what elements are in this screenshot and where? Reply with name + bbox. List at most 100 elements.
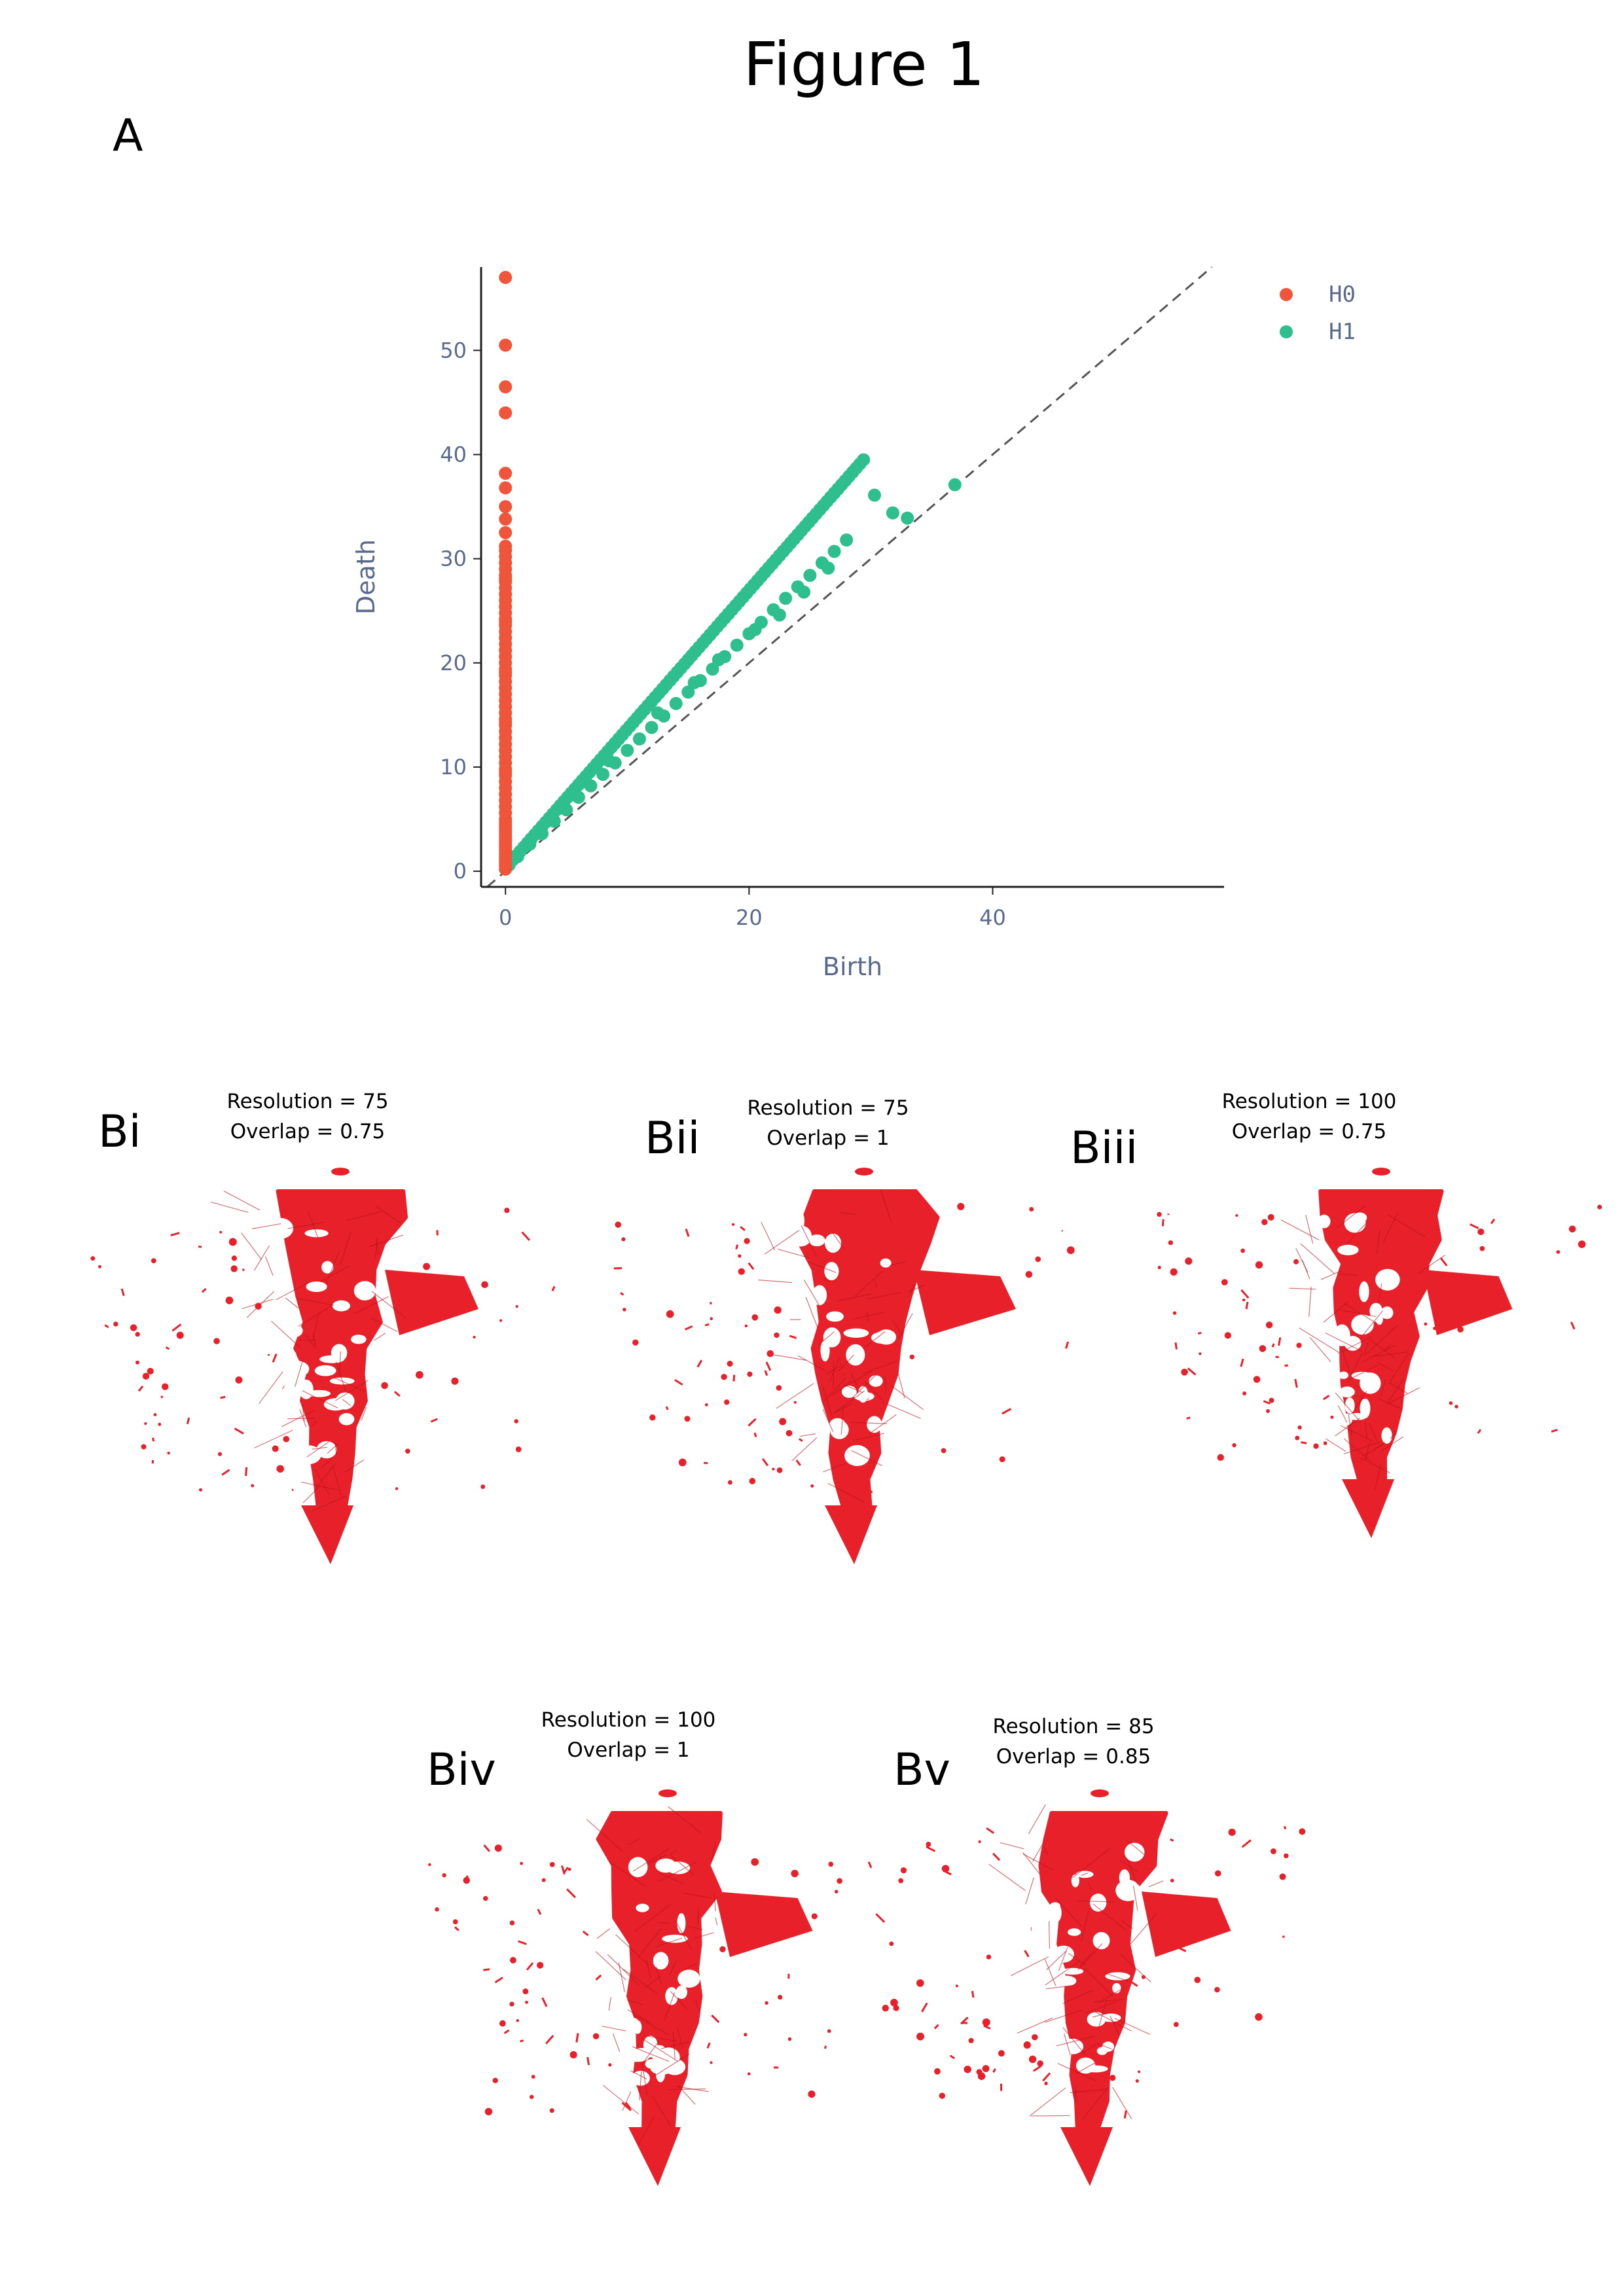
mapper-bottom-tip (1060, 2127, 1113, 2186)
mapper-edge (335, 1380, 369, 1401)
mapper-edge (695, 2000, 700, 2012)
mapper-edge (805, 1297, 818, 1329)
mapper-small-edge (696, 1359, 703, 1368)
mapper-small-node (724, 1399, 730, 1405)
mapper-edge (276, 1281, 310, 1300)
mapper-edge (285, 1297, 299, 1309)
mapper-edge (586, 1819, 623, 1852)
mapper-edge (1337, 1273, 1358, 1276)
data-point-h0 (499, 467, 513, 480)
mapper-edge (1114, 2017, 1151, 2036)
mapper-small-edge (430, 1418, 438, 1423)
mapper-hole (655, 1858, 677, 1873)
mapper-small-node (1242, 1299, 1246, 1302)
mapper-edge (1110, 2015, 1120, 2036)
mapper-hole (338, 1412, 355, 1426)
data-point-h1 (779, 592, 793, 605)
mapper-hole (636, 1903, 649, 1912)
diagonal-reference-line (486, 266, 1213, 888)
mapper-small-node (1267, 1213, 1274, 1221)
mapper-small-node (1330, 1415, 1334, 1419)
mapper-edge (1092, 1903, 1127, 1931)
panel-bv-mapper-graph (867, 1789, 1306, 2186)
mapper-hole (1351, 1314, 1374, 1335)
mapper-small-edge (394, 1391, 401, 1397)
mapper-edge (639, 2071, 642, 2101)
mapper-small-node (1265, 1321, 1273, 1329)
mapper-small-edge (704, 1323, 710, 1327)
mapper-small-node (1170, 1878, 1174, 1883)
mapper-small-node (1157, 1211, 1162, 1217)
mapper-small-node (381, 1382, 388, 1390)
mapper-edge (838, 1354, 854, 1372)
mapper-small-node (499, 1319, 503, 1322)
mapper-small-edge (992, 1852, 1001, 1861)
data-point-h1 (645, 721, 659, 734)
mapper-edge (647, 1854, 667, 1865)
mapper-small-edge (545, 2034, 554, 2045)
mapper-edge (683, 1893, 712, 1899)
mapper-edge (1031, 2115, 1070, 2117)
mapper-small-edge (541, 1997, 548, 2007)
mapper-edge (1378, 1283, 1382, 1303)
mapper-small-node (515, 1305, 518, 1308)
mapper-edge (687, 1926, 703, 1931)
mapper-edge (866, 1310, 869, 1321)
data-point-h1 (687, 676, 701, 690)
data-point-h1 (886, 506, 899, 520)
data-point-h1 (511, 850, 524, 863)
mapper-edge (670, 1855, 695, 1876)
legend-label-h1: H1 (1329, 319, 1356, 345)
mapper-edge (339, 1351, 341, 1376)
mapper-edge (1382, 1212, 1399, 1244)
data-point-h1 (651, 706, 664, 720)
panel-bii-overlap: Overlap = 1 (767, 1126, 890, 1150)
mapper-hole (1338, 1371, 1348, 1379)
mapper-edge (633, 2015, 670, 2036)
mapper-small-edge (735, 1244, 739, 1250)
mapper-edge (311, 1496, 347, 1512)
mapper-small-node (1028, 2055, 1037, 2064)
mapper-small-node (779, 1418, 787, 1426)
mapper-small-node (416, 1371, 424, 1379)
mapper-small-node (957, 1202, 965, 1210)
mapper-edge (347, 1211, 382, 1221)
mapper-small-node (751, 1314, 759, 1321)
mapper-small-node (704, 1403, 708, 1407)
mapper-edge (332, 1465, 342, 1496)
mapper-small-edge (824, 2045, 827, 2049)
mapper-small-edge (795, 1460, 801, 1466)
data-point-h1 (596, 768, 610, 781)
data-point-h1 (748, 622, 762, 636)
mapper-edge (827, 1482, 865, 1503)
mapper-hole (1339, 1386, 1355, 1398)
mapper-edge (1289, 1287, 1316, 1290)
mapper-small-node (1266, 1409, 1270, 1413)
mapper-small-node (727, 1480, 732, 1485)
mapper-small-node (900, 1867, 907, 1874)
mapper-small-node (158, 1422, 162, 1426)
mapper-small-edge (624, 2102, 632, 2109)
mapper-small-node (710, 1317, 713, 1321)
mapper-hole (1067, 1928, 1081, 1936)
mapper-edge (623, 1968, 659, 1995)
mapper-small-node (1035, 1256, 1041, 1263)
mapper-small-edge (137, 1385, 144, 1392)
mapper-small-node (747, 1371, 753, 1377)
panel-biv-label: Biv (427, 1744, 496, 1796)
mapper-edge (1376, 1229, 1380, 1255)
mapper-small-node (774, 1306, 782, 1314)
mapper-edge (852, 1312, 885, 1320)
mapper-edge (1308, 1286, 1312, 1317)
mapper-edge (831, 1380, 852, 1397)
mapper-edge (1341, 1347, 1351, 1374)
data-point-h1 (730, 638, 744, 652)
mapper-edge (1070, 2089, 1109, 2093)
mapper-small-node (167, 1451, 170, 1455)
mapper-small-node (1172, 1311, 1177, 1315)
data-point-h0 (499, 406, 513, 420)
mapper-edge (634, 1904, 672, 1932)
mapper-edge (713, 1893, 716, 1911)
h0-dense-band (499, 548, 512, 872)
mapper-small-node (113, 1321, 118, 1327)
